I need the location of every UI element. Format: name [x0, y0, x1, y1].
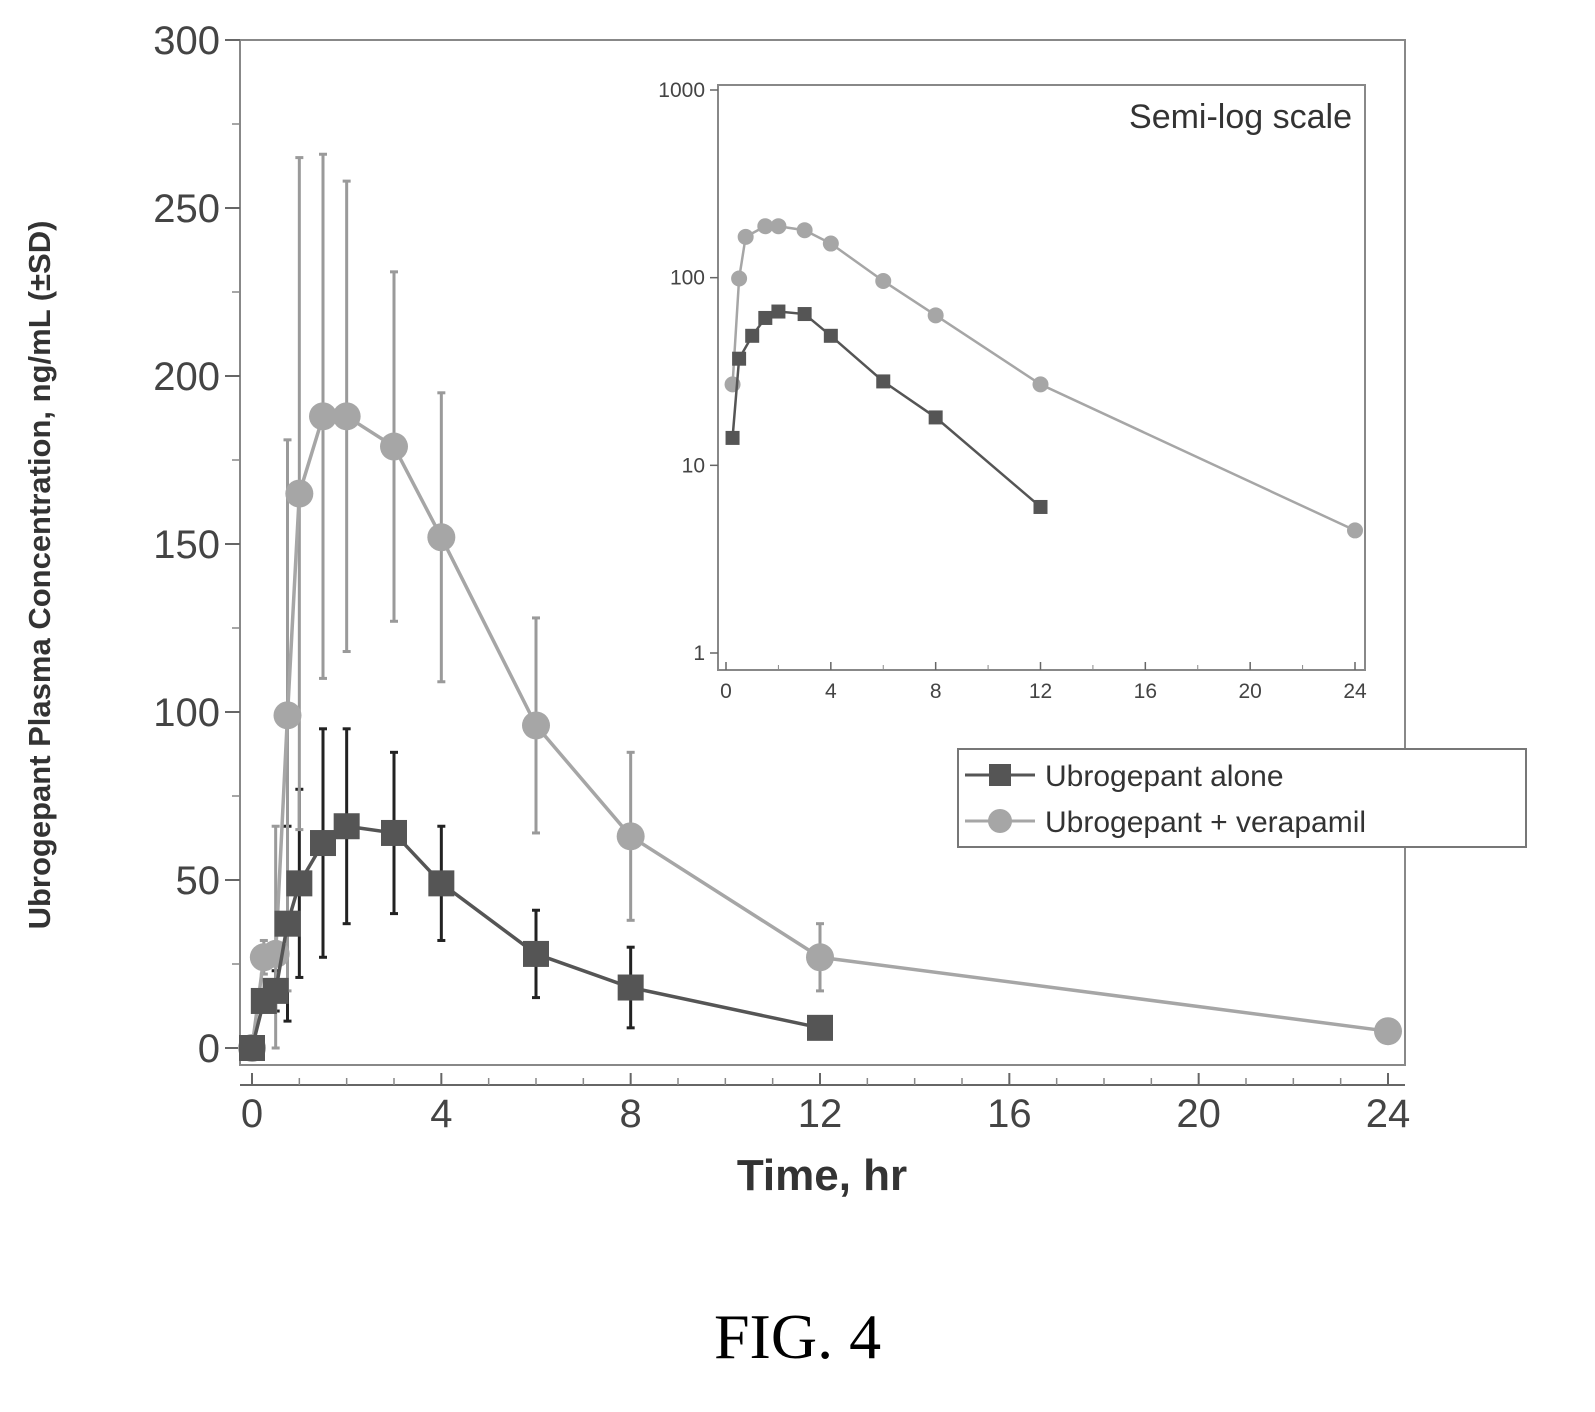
- inset-point-alone: [745, 328, 760, 343]
- legend-label-alone: Ubrogepant alone: [1045, 760, 1284, 793]
- main-point-verapamil: [806, 943, 834, 972]
- main-point-alone: [262, 977, 289, 1004]
- inset-point-alone: [732, 351, 747, 366]
- inset-y-tick-label: 10: [682, 454, 705, 477]
- inset-y-tick-label: 1000: [658, 79, 705, 102]
- main-y-tick-label: 0: [198, 1027, 220, 1071]
- main-y-tick-label: 50: [176, 859, 221, 903]
- main-point-verapamil: [273, 701, 302, 730]
- main-point-alone: [286, 870, 313, 897]
- inset-point-verapamil: [731, 270, 748, 287]
- main-y-tick-label: 150: [153, 523, 220, 567]
- inset-title: Semi-log scale: [1129, 98, 1352, 136]
- main-point-alone: [239, 1035, 265, 1061]
- inset-x-tick-label: 4: [825, 680, 837, 703]
- inset-point-verapamil: [822, 235, 839, 252]
- main-point-alone: [617, 974, 644, 1001]
- main-point-alone: [274, 910, 301, 937]
- main-plot-frame: [239, 39, 1406, 1066]
- inset-point-alone: [797, 307, 812, 322]
- inset-x-ticks: 0 4 8 12 16 20 24: [720, 662, 1367, 703]
- main-x-tick-label: 16: [987, 1092, 1032, 1136]
- main-x-tick-label: 12: [798, 1092, 843, 1136]
- inset-plot-frame: [717, 84, 1366, 671]
- main-point-verapamil: [616, 822, 645, 851]
- main-x-tick-label: 4: [430, 1092, 452, 1136]
- main-x-tick-label: 8: [620, 1092, 642, 1136]
- main-point-alone: [807, 1014, 833, 1041]
- main-point-verapamil: [332, 402, 361, 431]
- main-point-alone: [310, 830, 336, 857]
- main-x-ticks: 0 4 8 12 16 20 24: [241, 1073, 1410, 1136]
- legend-marker-verapamil: [988, 809, 1012, 833]
- main-point-verapamil: [522, 711, 550, 740]
- inset-background: [708, 85, 1365, 745]
- inset-point-alone: [823, 328, 838, 343]
- inset-y-tick-label: 1: [693, 642, 705, 665]
- main-y-ticks: 0 50 100 150 200 250 300: [153, 19, 240, 1071]
- inset-point-alone: [876, 374, 891, 389]
- inset-x-tick-label: 0: [720, 680, 732, 703]
- legend-entry-alone: Ubrogepant alone: [965, 760, 1284, 793]
- inset-series-group: [724, 218, 1363, 539]
- inset-x-tick-label: 24: [1343, 680, 1367, 703]
- inset-x-tick-label: 12: [1029, 680, 1052, 703]
- inset-chart: 0 4 8 12 16 20 24 1 10 100 1000 Semi-log scale: [658, 79, 1367, 745]
- main-point-alone: [523, 940, 549, 967]
- legend: Ubrogepant alone Ubrogepant + verapamil: [957, 748, 1527, 848]
- main-y-tick-label: 300: [153, 19, 220, 63]
- inset-x-tick-label: 20: [1238, 680, 1261, 703]
- inset-point-alone: [928, 410, 943, 425]
- legend-entry-verapamil: Ubrogepant + verapamil: [965, 806, 1366, 839]
- inset-x-tick-label: 8: [930, 680, 942, 703]
- inset-x-tick-label: 16: [1134, 680, 1157, 703]
- main-point-verapamil: [380, 432, 408, 461]
- inset-y-tick-label: 100: [670, 267, 705, 290]
- main-x-tick-label: 24: [1366, 1092, 1411, 1136]
- inset-point-verapamil: [757, 218, 774, 235]
- inset-point-verapamil: [770, 218, 787, 235]
- main-y-tick-label: 250: [153, 187, 220, 231]
- main-point-alone: [333, 813, 360, 840]
- main-x-tick-label: 0: [241, 1092, 263, 1136]
- main-point-verapamil: [309, 402, 337, 431]
- main-x-tick-label: 20: [1176, 1092, 1221, 1136]
- inset-y-ticks: 1 10 100 1000: [658, 79, 718, 665]
- inset-point-alone: [1033, 499, 1048, 514]
- inset-point-verapamil: [927, 307, 944, 324]
- inset-point-verapamil: [875, 272, 892, 289]
- main-point-verapamil: [427, 523, 456, 552]
- legend-marker-alone: [989, 764, 1011, 786]
- figure-caption: FIG. 4: [713, 1301, 882, 1372]
- inset-point-alone: [771, 304, 786, 319]
- inset-point-verapamil: [737, 228, 754, 245]
- main-y-tick-label: 200: [153, 355, 220, 399]
- main-x-axis-title: Time, hr: [737, 1151, 907, 1200]
- main-point-verapamil: [1374, 1017, 1402, 1046]
- main-y-axis-title: Ubrogepant Plasma Concentration, ng/mL (…: [22, 221, 57, 930]
- legend-box: [957, 748, 1527, 848]
- inset-series-line-alone: [731, 310, 1042, 508]
- main-point-alone: [428, 870, 455, 897]
- main-y-tick-label: 100: [153, 691, 220, 735]
- inset-point-verapamil: [1347, 522, 1363, 539]
- main-point-verapamil: [285, 479, 314, 508]
- inset-point-alone: [725, 430, 740, 445]
- main-point-alone: [381, 819, 407, 846]
- inset-point-alone: [758, 310, 773, 325]
- legend-label-verapamil: Ubrogepant + verapamil: [1045, 806, 1366, 839]
- main-series-group: [238, 402, 1402, 1062]
- inset-point-verapamil: [1032, 376, 1049, 393]
- inset-point-verapamil: [796, 222, 813, 239]
